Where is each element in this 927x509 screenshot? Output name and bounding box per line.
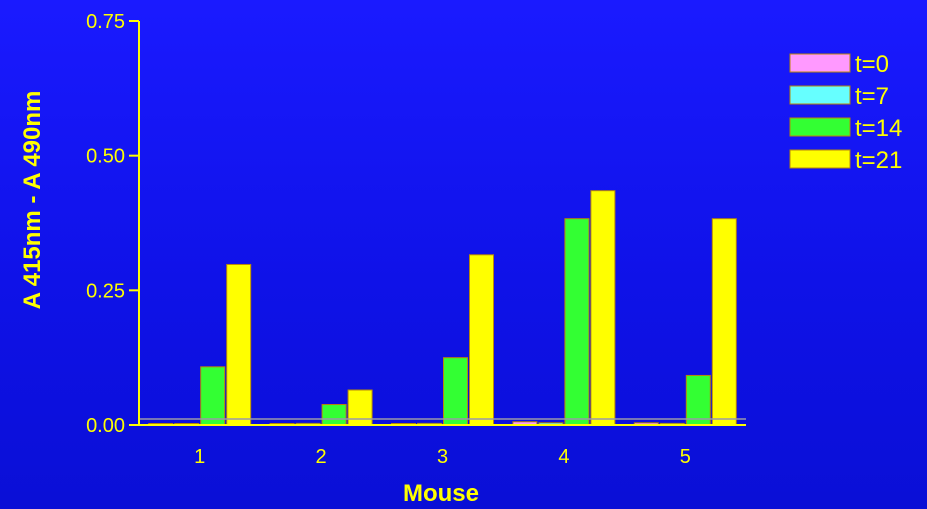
legend-label-t21: t=21 — [855, 147, 902, 174]
bar-t14-mouse-4 — [564, 218, 590, 426]
x-tick-label-2: 2 — [316, 446, 327, 468]
legend-swatch-t0 — [789, 53, 851, 73]
legend-swatch-t21 — [789, 149, 851, 169]
bar-t21-mouse-5 — [711, 218, 737, 426]
bar-t21-mouse-3 — [469, 254, 494, 426]
bars-layer — [148, 190, 737, 426]
bar-t14-mouse-2 — [321, 404, 347, 426]
bar-t21-mouse-1 — [226, 263, 252, 426]
ticks-layer: 1 2 3 4 5 0.00 0.25 0.50 0.75 — [86, 11, 691, 468]
legend-label-t7: t=7 — [855, 83, 889, 110]
x-axis-title: Mouse — [403, 480, 479, 507]
bar-t14-mouse-5 — [685, 374, 711, 426]
axes-layer — [138, 21, 746, 426]
bar-t21-mouse-4 — [590, 190, 616, 426]
y-tick-label-0.75: 0.75 — [86, 11, 125, 33]
legend-label-t0: t=0 — [855, 51, 889, 78]
x-tick-label-3: 3 — [437, 446, 448, 468]
legend: t=0 t=7 t=14 t=21 — [789, 51, 902, 174]
x-tick-label-5: 5 — [680, 446, 691, 468]
legend-swatch-t14 — [789, 117, 851, 137]
y-tick-label-0.25: 0.25 — [86, 280, 125, 302]
legend-swatch-t7 — [789, 85, 851, 105]
legend-label-t14: t=14 — [855, 115, 902, 142]
y-axis-title: A 415nm - A 490nm — [19, 91, 46, 310]
x-tick-label-1: 1 — [194, 446, 205, 468]
x-tick-label-4: 4 — [558, 446, 569, 468]
y-tick-label-0.00: 0.00 — [86, 415, 125, 437]
bar-t14-mouse-1 — [200, 366, 226, 426]
bar-t14-mouse-3 — [443, 357, 468, 426]
y-tick-label-0.50: 0.50 — [86, 146, 125, 168]
